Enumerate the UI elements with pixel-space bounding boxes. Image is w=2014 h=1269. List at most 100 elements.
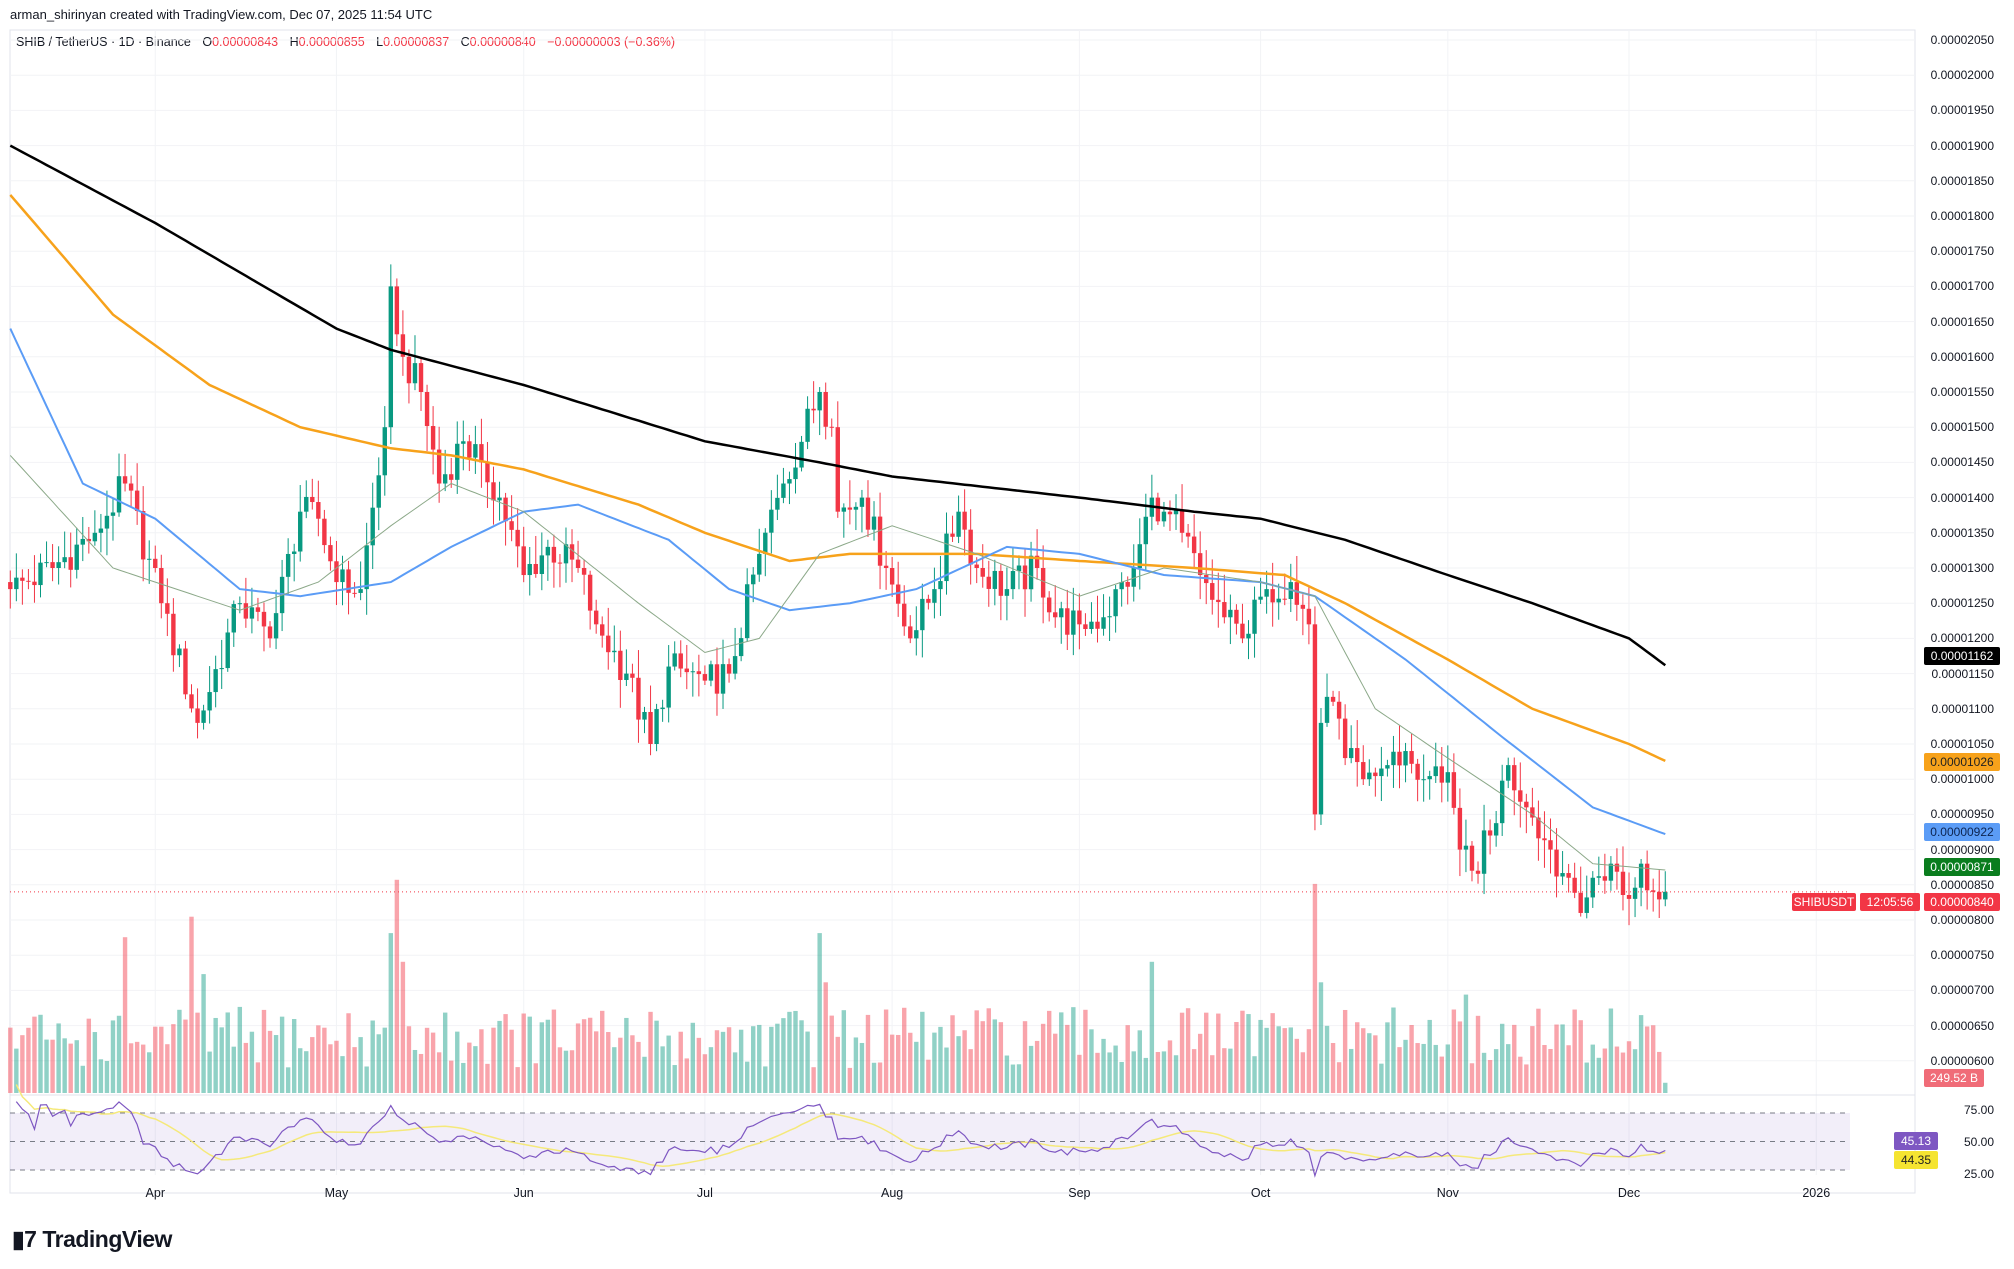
candle-body (1053, 612, 1058, 618)
volume-bar (62, 1038, 67, 1093)
volume-bar (666, 1035, 671, 1093)
candle-body (1463, 845, 1469, 850)
volume-bar (744, 1061, 750, 1093)
volume-bar (1125, 1025, 1130, 1093)
volume-bar (593, 1031, 599, 1093)
candle-body (291, 551, 297, 554)
volume-bar (189, 916, 194, 1093)
candle-body (968, 529, 973, 565)
volume-bar (799, 1020, 804, 1093)
candle-body (1276, 598, 1281, 603)
candle-body (902, 603, 907, 627)
volume-bar (1258, 1019, 1263, 1093)
volume-bar (255, 1062, 261, 1093)
symbol-title[interactable]: SHIB / TetherUS · 1D · Binance (16, 35, 191, 49)
volume-bar (1560, 1024, 1565, 1093)
price-tick: 0.00002000 (1930, 68, 1994, 83)
volume-bar (310, 1037, 315, 1093)
volume-bar (1542, 1045, 1547, 1093)
price-tick: 0.00000850 (1930, 877, 1994, 892)
candle-body (1173, 510, 1179, 515)
volume-bar (1282, 1028, 1287, 1093)
volume-bar (1409, 1025, 1414, 1093)
volume-bar (1385, 1022, 1390, 1093)
volume-bar (237, 1006, 243, 1093)
volume-bar (38, 1014, 43, 1093)
volume-bar (1650, 1025, 1656, 1093)
volume-bar (775, 1023, 780, 1093)
volume-bar (231, 1046, 236, 1093)
volume-bar (1028, 1045, 1034, 1093)
volume-bar (1288, 1027, 1293, 1093)
time-tick: Aug (881, 1186, 904, 1200)
candle-body (781, 483, 786, 498)
volume-bar (267, 1030, 273, 1093)
volume-bar (581, 1019, 587, 1093)
volume-bar (183, 1019, 188, 1093)
candle-body (1246, 633, 1251, 639)
candle-body (455, 443, 460, 480)
volume-bar (32, 1016, 37, 1093)
candle-body (298, 511, 303, 552)
candle-body (974, 564, 979, 568)
candle-body (1197, 553, 1203, 576)
candle-body (442, 474, 448, 484)
price-tick: 0.00000700 (1930, 983, 1994, 998)
volume-bar (1657, 1051, 1662, 1093)
price-tick: 0.00000600 (1930, 1053, 1994, 1068)
candle-body (751, 574, 756, 585)
candle-body (177, 648, 182, 656)
volume-bar (1004, 1055, 1010, 1093)
volume-bar (1433, 1044, 1438, 1093)
volume-bar (714, 1030, 720, 1093)
volume-bar (394, 879, 400, 1093)
candle-body (340, 569, 345, 583)
volume-bar (938, 1026, 943, 1093)
volume-bar (895, 1034, 901, 1093)
volume-bar (195, 1012, 200, 1093)
tradingview-logo[interactable]: ▮7 TradingView (12, 1226, 172, 1253)
volume-bar (388, 933, 394, 1093)
candle-body (201, 710, 206, 723)
price-tick: 0.00000800 (1930, 913, 1994, 927)
candle-body (1161, 511, 1167, 522)
volume-bar (853, 1037, 859, 1093)
volume-bar (1530, 1026, 1535, 1093)
candle-body (938, 581, 943, 590)
candle-body (1493, 823, 1499, 836)
candle-body (720, 664, 726, 694)
candle-body (726, 664, 732, 674)
price-tick: 0.00001600 (1930, 349, 1994, 364)
candle-body (1137, 544, 1142, 568)
volume-bar (68, 1043, 73, 1093)
price-tick: 0.00001300 (1930, 561, 1994, 575)
volume-bar (1512, 1024, 1517, 1093)
rsi-ma-tag: 44.35 (1894, 1150, 1938, 1169)
volume-bar (1246, 1014, 1251, 1093)
volume-bar (400, 961, 406, 1093)
volume-bar (442, 1012, 448, 1093)
candle-body (1143, 516, 1149, 545)
volume-bar (648, 1011, 653, 1093)
volume-bar (20, 1035, 25, 1093)
volume-bar (751, 1026, 756, 1093)
candle-body (1548, 840, 1553, 850)
candle-body (322, 518, 327, 546)
candle-body (1457, 807, 1463, 850)
volume-bar (1294, 1038, 1300, 1093)
volume-bar (1312, 883, 1318, 1093)
volume-bar (110, 1020, 116, 1093)
candle-body (424, 392, 430, 427)
volume-bar (134, 1041, 140, 1093)
candle-body (992, 570, 998, 589)
volume-bar (1439, 1056, 1444, 1093)
candle-body (1632, 887, 1638, 899)
candle-body (1330, 696, 1336, 702)
candle-body (1499, 780, 1505, 824)
volume-bar (1379, 1063, 1384, 1093)
volume-bar (557, 1047, 563, 1093)
candle-body (630, 673, 635, 678)
candle-body (1638, 863, 1644, 888)
